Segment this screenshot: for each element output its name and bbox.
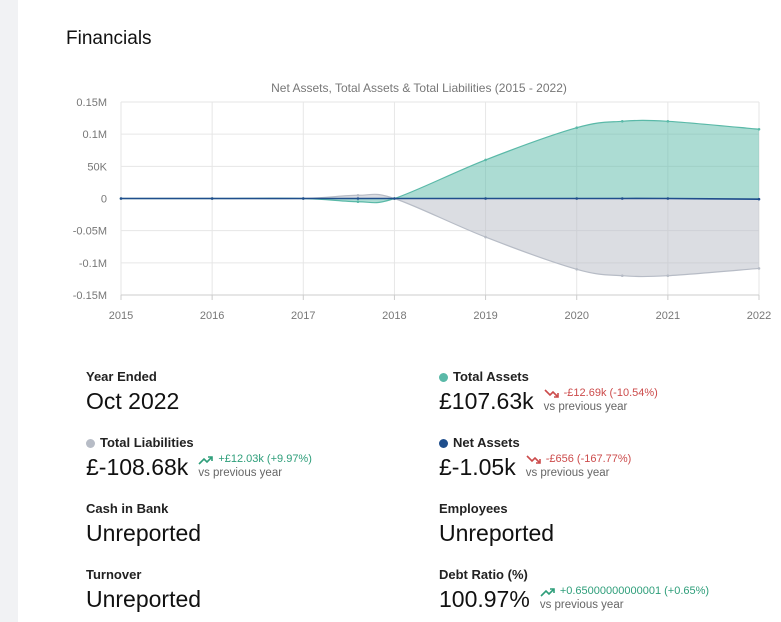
x-tick-label: 2015 [109, 310, 133, 322]
net-assets-point [666, 197, 670, 200]
stat-cash-in-bank: Cash in Bank Unreported [86, 501, 201, 548]
change-indicator: +0.65000000000001 (+0.65%) vs previous y… [540, 585, 709, 612]
x-tick-label: 2022 [747, 310, 771, 322]
net-assets-point [210, 197, 214, 200]
stat-total-liabilities: Total Liabilities £-108.68k +£12.03k (+9… [86, 435, 312, 482]
total-assets-legend-dot [439, 372, 448, 382]
total-assets-point [575, 126, 579, 130]
trend-down-icon [526, 454, 541, 464]
stat-label: Turnover [86, 567, 142, 582]
stat-label: Debt Ratio (%) [439, 567, 528, 582]
change-text: +£12.03k (+9.97%) [218, 453, 312, 465]
change-indicator: +£12.03k (+9.97%) vs previous year [198, 453, 312, 480]
stat-label: Total Assets [453, 369, 529, 384]
x-tick-label: 2018 [382, 310, 406, 322]
total-liabilities-area [121, 194, 759, 277]
stat-turnover: Turnover Unreported [86, 567, 201, 614]
net-assets-point [484, 197, 487, 200]
y-tick-label: 50K [87, 161, 107, 173]
total-assets-area [121, 120, 759, 203]
chart-title: Net Assets, Total Assets & Total Liabili… [271, 81, 567, 95]
stat-debt-ratio: Debt Ratio (%) 100.97% +0.65000000000001… [439, 567, 709, 614]
total-liabilities-point [757, 267, 761, 270]
net-assets-point [119, 197, 123, 200]
net-assets-point [620, 197, 624, 200]
net-assets-point [301, 197, 305, 200]
trend-down-icon [544, 388, 559, 398]
change-caption: vs previous year [539, 599, 624, 611]
x-tick-label: 2019 [473, 310, 497, 322]
change-text: +0.65000000000001 (+0.65%) [559, 585, 710, 597]
trend-up-icon [198, 455, 214, 465]
x-tick-label: 2016 [200, 310, 224, 322]
x-tick-label: 2017 [291, 310, 315, 322]
total-assets-point [620, 120, 624, 123]
financials-chart: Net Assets, Total Assets & Total Liabili… [73, 81, 771, 322]
change-caption: vs previous year [543, 401, 628, 413]
total-liabilities-point [620, 274, 624, 278]
net-assets-line [121, 197, 760, 200]
y-tick-label: 0.1M [83, 129, 107, 141]
stat-value: Unreported [86, 520, 202, 546]
stat-label: Employees [439, 501, 508, 516]
stat-year-ended: Year Ended Oct 2022 [86, 369, 179, 416]
change-caption: vs previous year [198, 467, 283, 479]
stat-label: Net Assets [453, 435, 520, 450]
total-liabilities-point [484, 235, 487, 239]
net-assets-point [356, 197, 360, 200]
page-title: Financials [66, 28, 152, 49]
trend-up-icon [540, 587, 555, 597]
total-liabilities-point [666, 274, 670, 278]
stat-value: £-1.05k [439, 454, 516, 480]
y-tick-label: -0.05M [73, 226, 107, 238]
stat-value: 100.97% [439, 586, 530, 612]
y-tick-label: 0 [101, 194, 107, 206]
change-text: -£12.69k (-10.54%) [563, 387, 658, 399]
stat-value: Unreported [439, 520, 555, 546]
change-text: -£656 (-167.77%) [545, 453, 632, 465]
y-tick-label: -0.1M [79, 258, 107, 270]
net-assets-legend-dot [439, 438, 448, 448]
x-tick-label: 2020 [564, 310, 588, 322]
financials-card [18, 0, 781, 622]
stat-value: £107.63k [439, 388, 534, 414]
change-indicator: -£12.69k (-10.54%) vs previous year [544, 387, 658, 414]
total-assets-point [666, 120, 670, 123]
total-assets-point [757, 127, 761, 131]
change-caption: vs previous year [525, 467, 610, 479]
net-assets-point [393, 197, 396, 200]
net-assets-point [575, 197, 579, 200]
total-assets-point [484, 158, 487, 162]
x-tick-label: 2021 [656, 310, 680, 322]
total-liabilities-legend-dot [86, 438, 95, 448]
net-assets-point [757, 197, 761, 201]
stat-label: Year Ended [86, 369, 157, 384]
stat-total-assets: Total Assets £107.63k -£12.69k (-10.54%)… [439, 369, 658, 416]
stat-label: Cash in Bank [86, 501, 169, 516]
stat-value: Oct 2022 [86, 388, 180, 414]
total-assets-point [356, 200, 360, 204]
total-liabilities-point [356, 193, 360, 197]
stat-value: Unreported [86, 586, 202, 612]
y-tick-label: -0.15M [73, 290, 107, 302]
stat-net-assets: Net Assets £-1.05k -£656 (-167.77%) vs p… [439, 435, 631, 482]
stat-value: £-108.68k [86, 454, 189, 480]
total-liabilities-point [575, 267, 579, 271]
y-tick-label: 0.15M [76, 97, 107, 109]
stat-employees: Employees Unreported [439, 501, 554, 548]
stat-label: Total Liabilities [100, 435, 194, 450]
change-indicator: -£656 (-167.77%) vs previous year [526, 453, 632, 480]
